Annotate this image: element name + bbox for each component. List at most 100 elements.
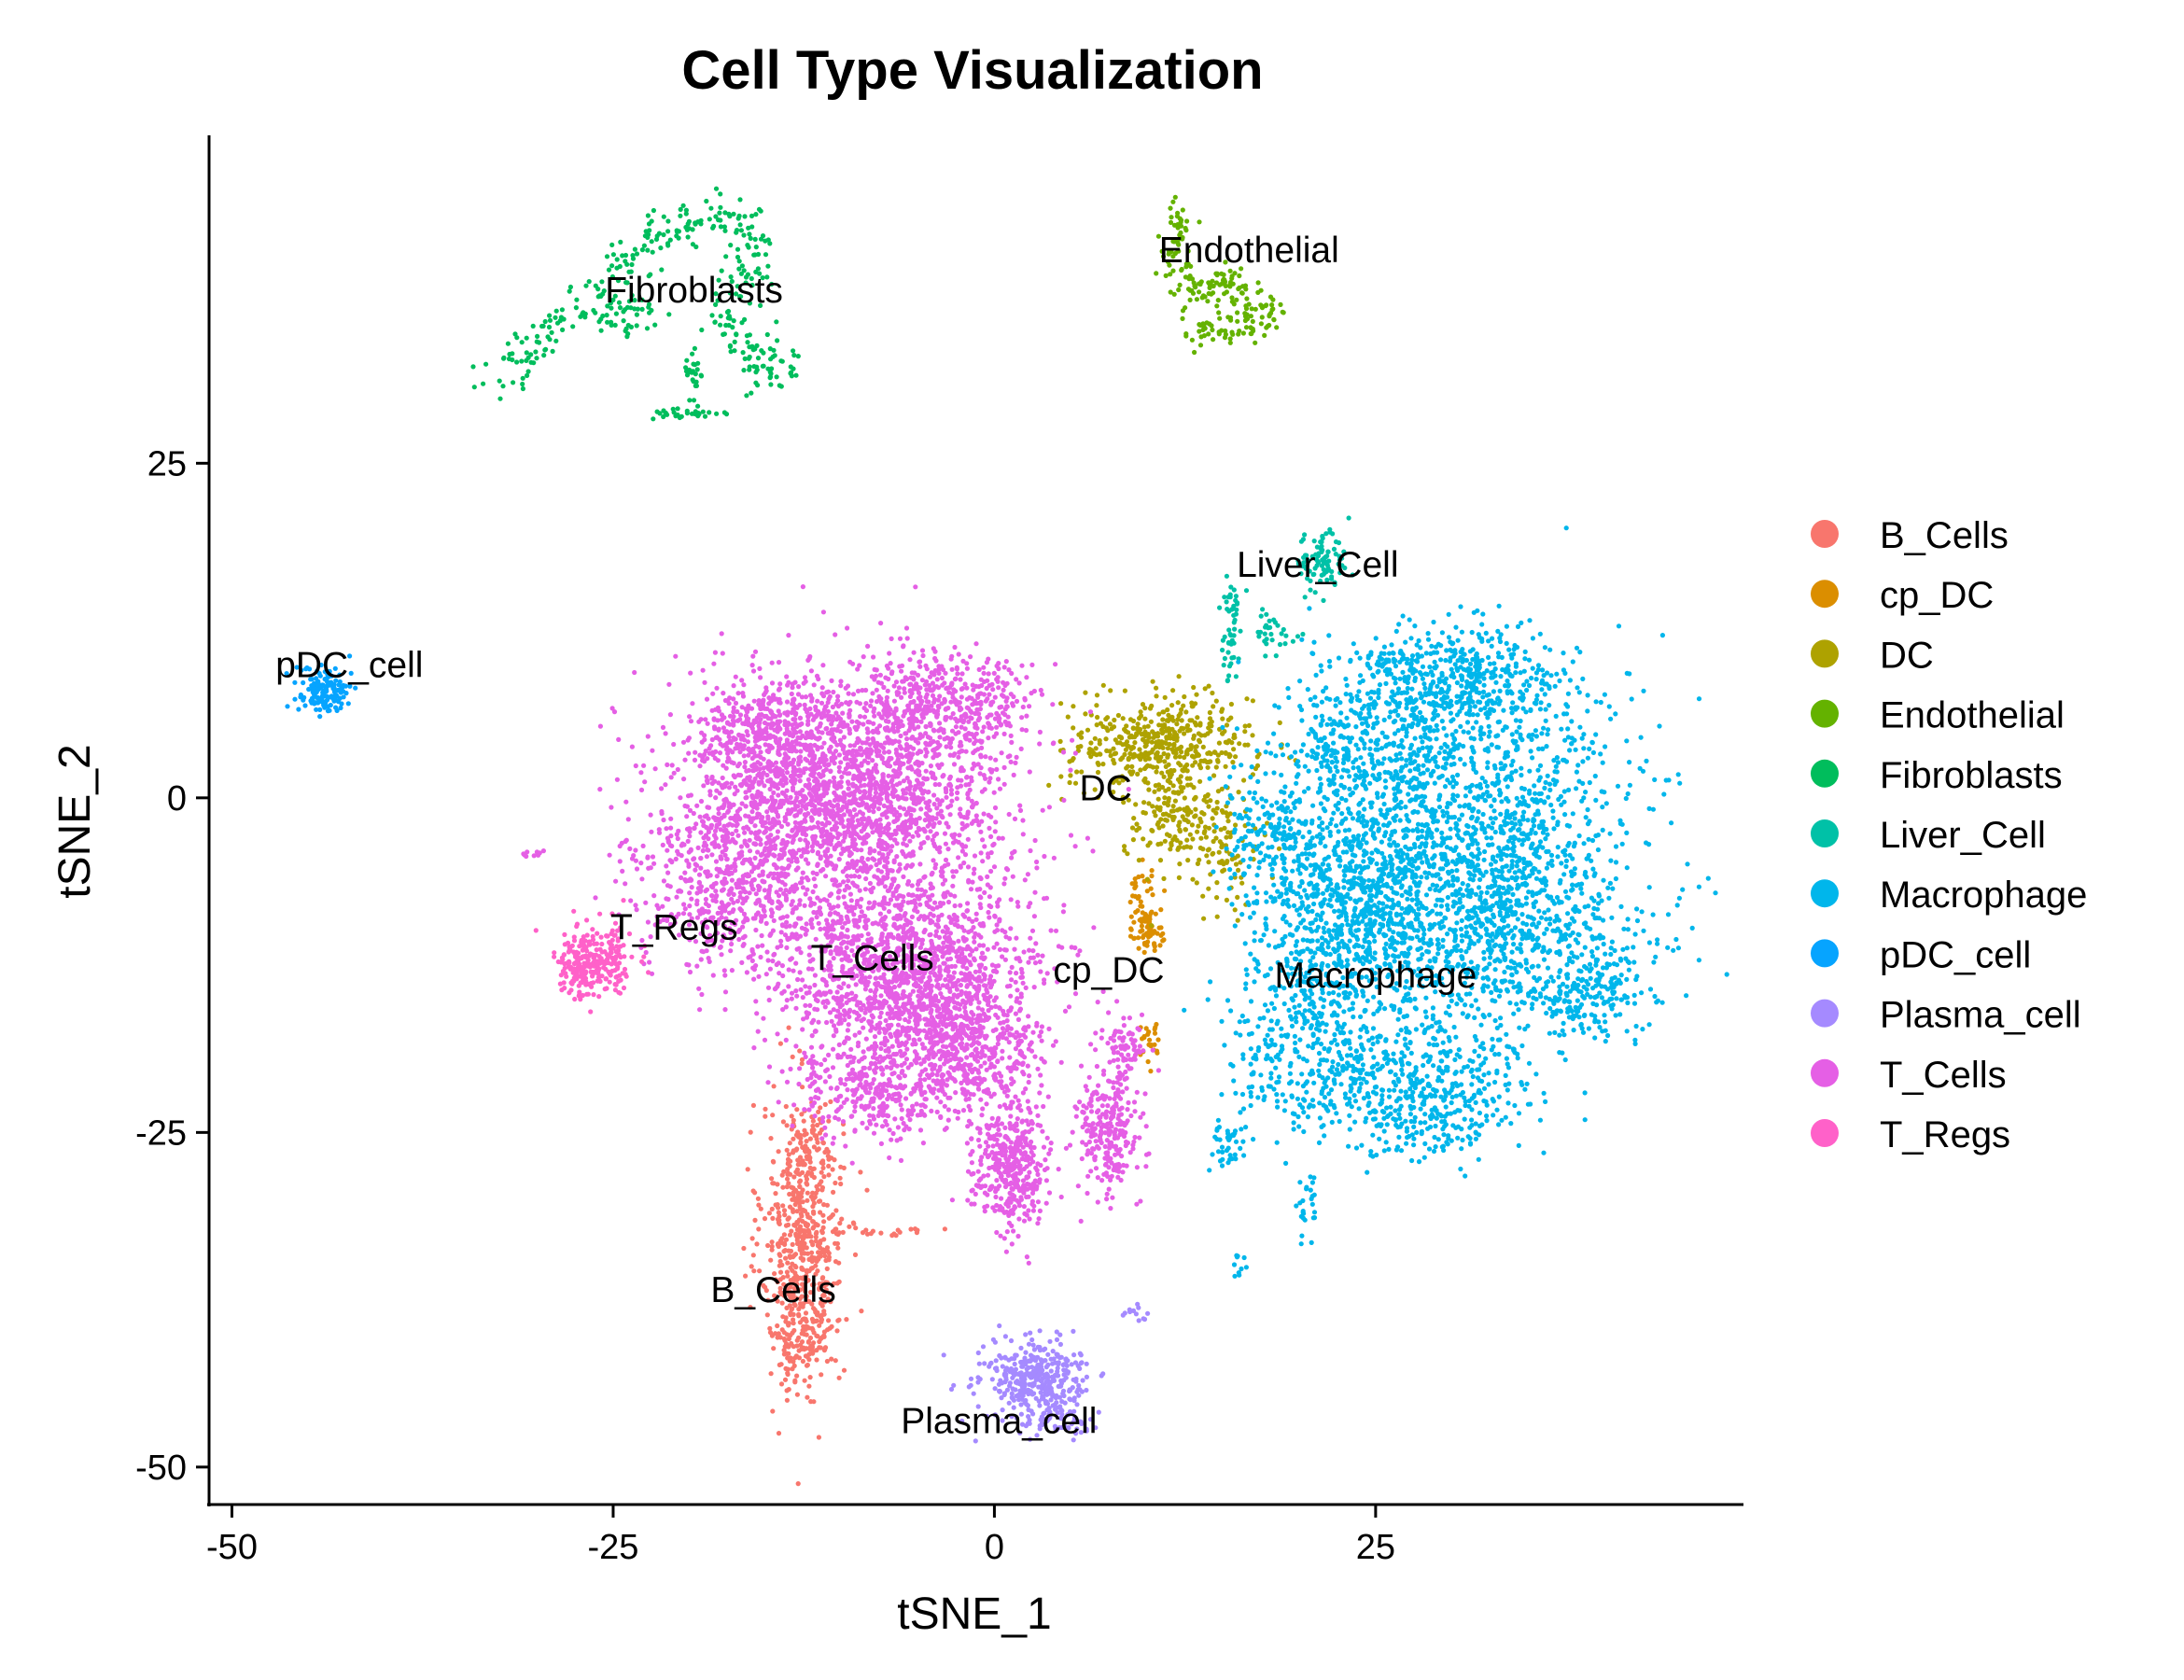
data-point: [1534, 937, 1540, 943]
data-point: [1477, 1067, 1482, 1072]
data-point: [1521, 931, 1527, 937]
data-point: [766, 1211, 773, 1216]
data-point: [1590, 866, 1596, 872]
data-point: [1519, 1043, 1525, 1049]
data-point: [1571, 871, 1576, 877]
data-point: [1519, 936, 1525, 942]
data-point: [1356, 1106, 1362, 1112]
data-point: [1373, 747, 1379, 752]
data-point: [1456, 817, 1463, 822]
data-point: [1359, 1142, 1365, 1148]
data-point: [810, 1204, 816, 1210]
data-point: [1587, 961, 1593, 967]
data-point: [1487, 961, 1492, 967]
data-point: [1233, 594, 1239, 599]
data-point: [1590, 749, 1596, 756]
data-point: [1572, 918, 1577, 924]
data-point: [1607, 880, 1613, 887]
data-point: [1197, 219, 1202, 225]
data-point: [1185, 858, 1191, 863]
data-point: [1271, 882, 1277, 888]
data-point: [1200, 893, 1206, 899]
data-point: [819, 1317, 825, 1323]
data-point: [1182, 806, 1187, 812]
data-point: [1381, 801, 1387, 807]
data-point: [1490, 1036, 1495, 1042]
data-point: [1443, 1104, 1449, 1110]
data-point: [1295, 634, 1301, 639]
data-point: [1593, 797, 1599, 804]
data-point: [1288, 754, 1295, 760]
data-point: [1154, 764, 1160, 770]
data-point: [1482, 779, 1488, 785]
data-point: [1466, 870, 1472, 875]
data-point: [1452, 1110, 1458, 1115]
data-point: [709, 313, 715, 318]
data-point: [1588, 926, 1593, 931]
data-point: [1547, 787, 1553, 793]
data-point: [1165, 707, 1170, 713]
data-point: [799, 1339, 805, 1345]
data-point: [1508, 827, 1514, 833]
data-point: [1474, 783, 1479, 789]
data-point: [1420, 860, 1425, 865]
data-point: [1525, 1023, 1531, 1029]
data-point: [1603, 801, 1609, 806]
data-point: [1579, 735, 1585, 741]
data-point: [1135, 771, 1141, 777]
data-point: [1233, 597, 1239, 603]
data-point: [749, 213, 755, 218]
data-point: [1543, 718, 1548, 723]
data-point: [1327, 526, 1333, 532]
data-point: [805, 1190, 810, 1196]
data-point: [1524, 1081, 1530, 1086]
data-point: [1298, 539, 1304, 544]
data-point: [800, 1187, 805, 1193]
data-point: [1497, 788, 1503, 793]
data-point: [1552, 781, 1558, 788]
data-point: [1335, 695, 1340, 702]
data-point: [1538, 700, 1544, 706]
data-point: [1510, 700, 1516, 706]
data-point: [1511, 848, 1517, 854]
data-point: [791, 1196, 797, 1201]
data-point: [1495, 720, 1501, 725]
data-point: [1156, 787, 1162, 792]
data-point: [816, 1109, 821, 1114]
data-point: [819, 1187, 825, 1193]
data-point: [808, 1399, 814, 1405]
data-point: [1174, 214, 1180, 219]
data-point: [634, 323, 639, 329]
data-point: [1530, 1001, 1535, 1007]
data-point: [835, 1231, 841, 1238]
data-point: [713, 186, 720, 191]
data-point: [1509, 864, 1515, 870]
data-point: [1143, 764, 1149, 770]
data-point: [573, 305, 580, 311]
data-point: [1178, 774, 1183, 779]
data-point: [1495, 772, 1501, 777]
data-point: [1539, 731, 1545, 736]
data-point: [1304, 856, 1310, 861]
data-point: [1393, 911, 1399, 917]
data-point: [1152, 942, 1157, 947]
data-point: [1504, 811, 1509, 817]
data-point: [1420, 828, 1425, 834]
data-point: [1169, 703, 1175, 708]
data-point: [1182, 693, 1187, 700]
data-point: [1132, 740, 1138, 746]
data-point: [791, 353, 797, 358]
data-point: [1478, 736, 1484, 742]
data-point: [1533, 734, 1539, 739]
series-macrophage: [1182, 525, 1729, 1279]
data-point: [1215, 298, 1221, 303]
data-point: [702, 413, 708, 419]
data-point: [1360, 944, 1365, 950]
data-point: [1264, 641, 1269, 647]
data-point: [792, 1379, 798, 1385]
data-point: [1128, 926, 1134, 931]
data-point: [1646, 805, 1652, 812]
data-point: [1677, 780, 1683, 786]
data-point: [676, 229, 682, 234]
data-point: [748, 235, 753, 241]
